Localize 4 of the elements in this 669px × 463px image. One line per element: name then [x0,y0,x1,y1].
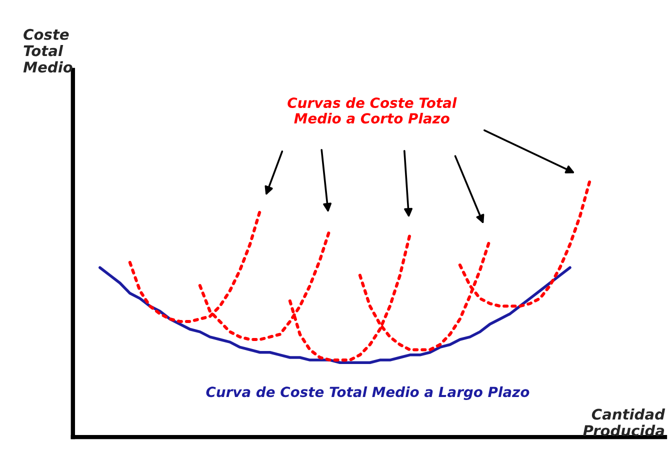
text: Curvas de Coste Total Medio a Corto Plazo [288,97,457,124]
text: Coste Total Medio [23,28,72,73]
text: Curva de Coste Total Medio a Largo Plazo [206,386,530,400]
x-axis-title: Cantidad Producida [583,408,666,436]
